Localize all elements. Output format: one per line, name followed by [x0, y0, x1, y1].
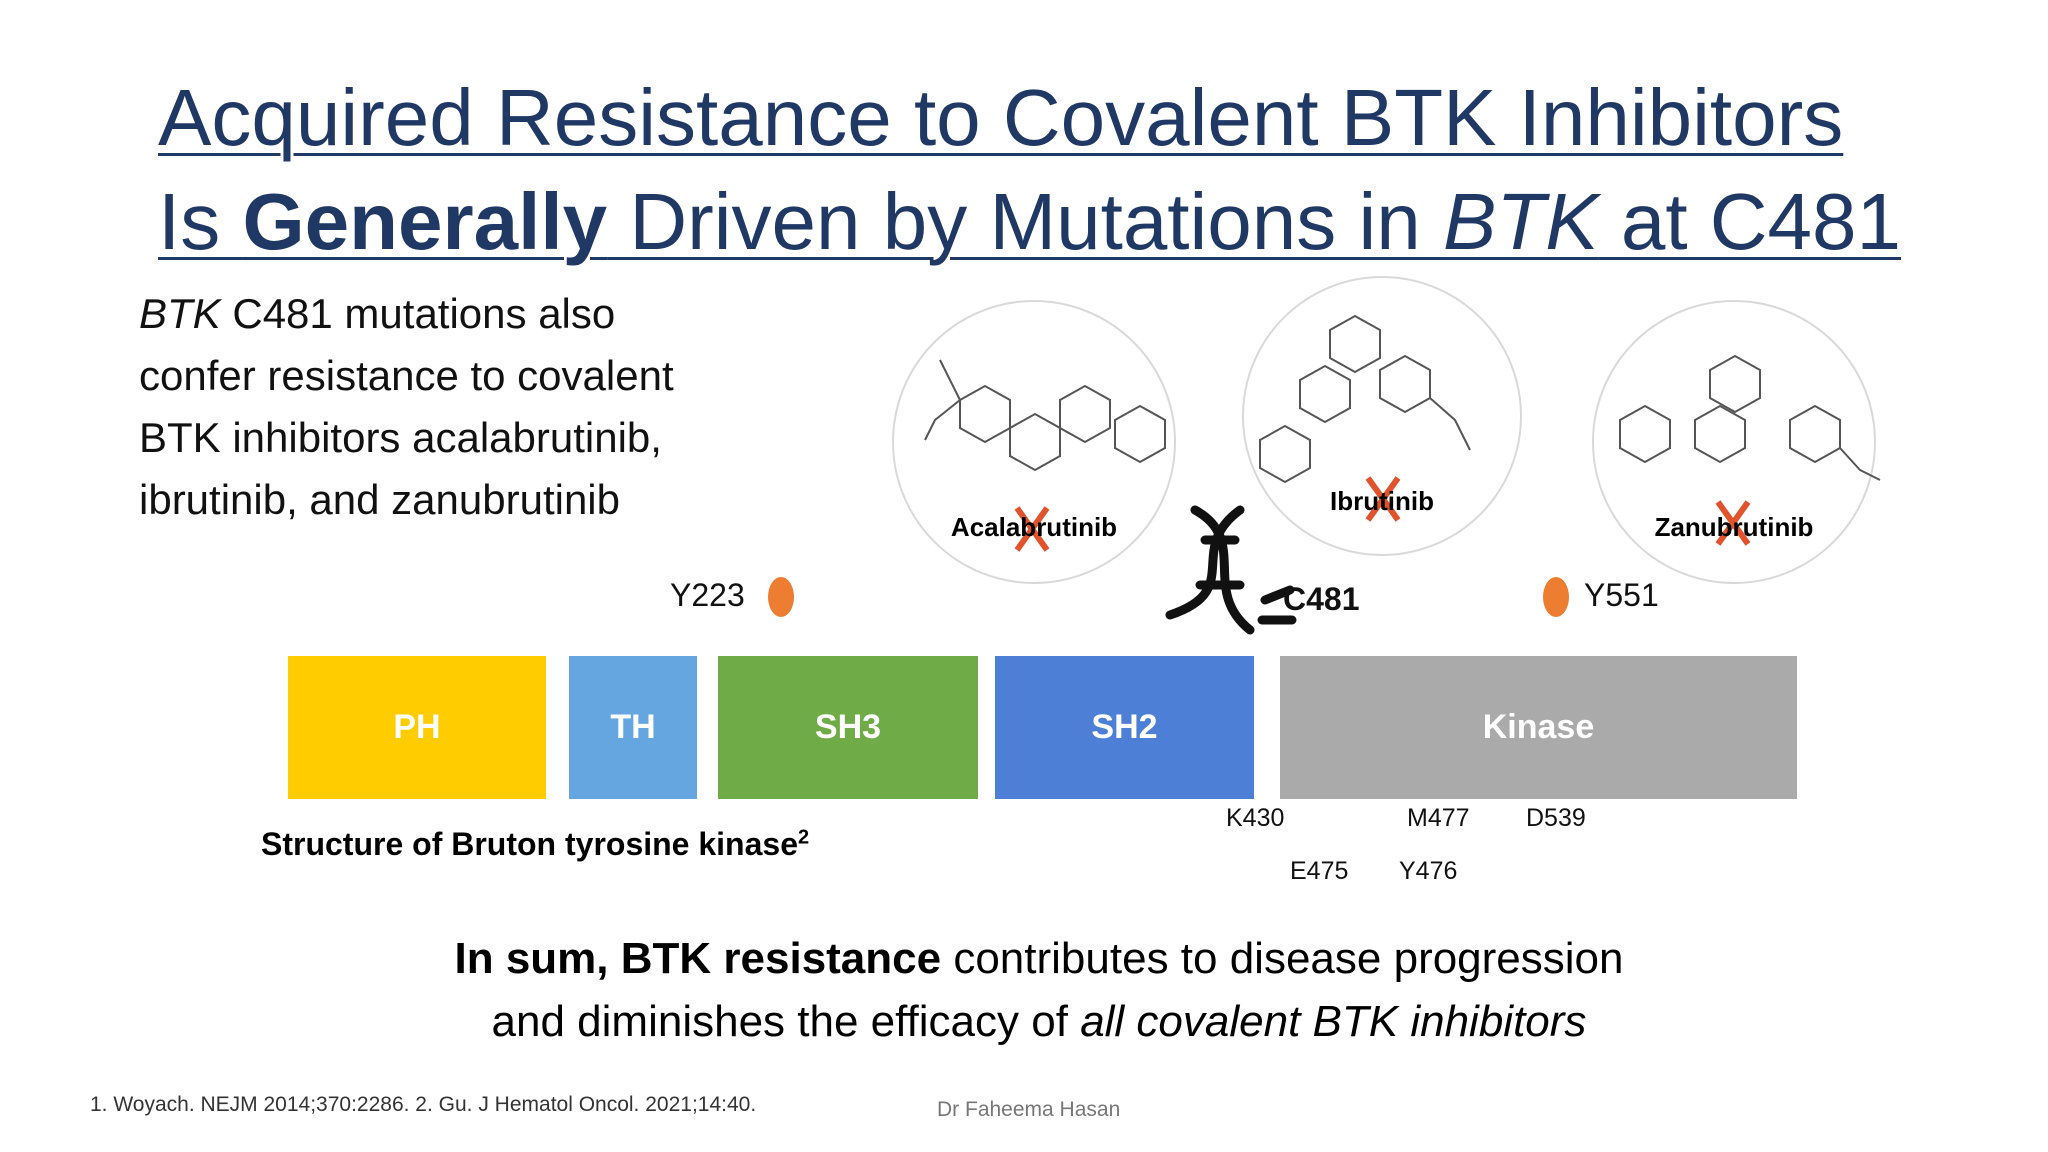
body-line: BTK inhibitors acalabrutinib, [139, 414, 662, 461]
caption: Structure of Bruton tyrosine kinase2 [261, 826, 809, 863]
molecule-circles [892, 276, 1876, 584]
site-dot [768, 577, 794, 617]
summary-bold: In sum, BTK resistance [454, 934, 942, 983]
site-label: Y551 [1584, 577, 1659, 613]
domain-box: TH [569, 656, 697, 799]
summary-text: and diminishes the efficacy of [491, 997, 1081, 1046]
drug-name: Acalabrutinib [950, 512, 1118, 542]
caption-text: Structure of Bruton tyrosine kinase [261, 826, 798, 862]
drug-circle [1242, 276, 1522, 556]
domain-label: PH [393, 708, 441, 746]
domain-label: Kinase [1482, 708, 1595, 746]
summary-line: and diminishes the efficacy of all coval… [0, 997, 2048, 1047]
caption-ref: 2 [797, 826, 810, 849]
title-part: Driven by Mutations in [607, 177, 1444, 266]
summary-italic: all covalent BTK inhibitors [1080, 997, 1587, 1046]
site-label: Y476 [1399, 857, 1458, 885]
author: Dr Faheema Hasan [937, 1098, 1121, 1121]
body-line: BTK C481 mutations also [139, 290, 615, 338]
site-label: C481 [1283, 581, 1360, 617]
site-label: M477 [1407, 804, 1470, 832]
title-emphasis: Generally [242, 177, 608, 266]
molecule-sketches [924, 314, 1881, 484]
footnote: 1. Woyach. NEJM 2014;370:2286. 2. Gu. J … [90, 1093, 757, 1116]
site-label: D539 [1526, 804, 1586, 832]
title-gene: BTK [1443, 177, 1599, 266]
domain-label: TH [610, 708, 656, 746]
domain-box: PH [288, 656, 546, 799]
domain-box: SH2 [995, 656, 1254, 799]
body-text: C481 mutations also [220, 290, 616, 337]
body-line: confer resistance to covalent [139, 352, 674, 399]
drug-circle [1592, 300, 1876, 584]
title-part: Is [158, 177, 243, 266]
title-line: Acquired Resistance to Covalent BTK Inhi… [158, 73, 1844, 162]
domain-box: SH3 [718, 656, 978, 799]
summary-text: contributes to disease progression [941, 934, 1624, 983]
site-label: Y223 [670, 577, 745, 613]
gene: BTK [139, 290, 221, 337]
drug-circle [892, 300, 1176, 584]
site-label: K430 [1226, 804, 1285, 832]
domain-label: SH3 [814, 708, 882, 746]
body-line: ibrutinib, and zanubrutinib [139, 476, 620, 523]
drug-name: Zanubrutinib [1654, 512, 1814, 542]
x-marks [1014, 476, 1751, 552]
site-label: E475 [1290, 857, 1349, 885]
summary-line: In sum, BTK resistance contributes to di… [0, 934, 2048, 984]
domain-box: Kinase [1280, 656, 1797, 799]
title-part: at C481 [1598, 177, 1902, 266]
site-dot [1543, 577, 1569, 617]
title-line: Is Generally Driven by Mutations in BTK … [158, 176, 1901, 268]
dna-icon [1165, 505, 1297, 635]
domain-label: SH2 [1091, 708, 1158, 746]
drug-name: Ibrutinib [1330, 486, 1434, 516]
